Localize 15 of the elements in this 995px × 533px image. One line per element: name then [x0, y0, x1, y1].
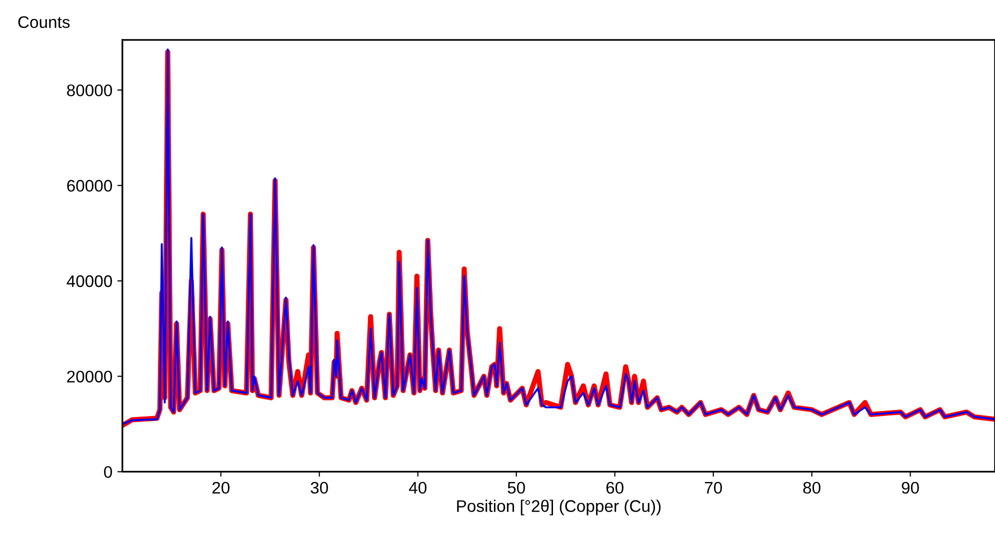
x-tick-label: 60 — [606, 482, 624, 494]
x-tick-label: 70 — [704, 482, 722, 494]
y-tick-label: 20000 — [67, 370, 112, 382]
y-tick-label: 60000 — [67, 180, 112, 192]
y-tick-label: 40000 — [66, 275, 112, 288]
x-axis-title: Position [°2θ] (Copper (Cu)) — [457, 500, 661, 516]
x-tick-label: 90 — [902, 482, 919, 494]
y-tick-label: 0 — [104, 466, 112, 478]
y-axis-title: Counts — [18, 16, 70, 28]
x-tick-label: 80 — [803, 482, 820, 494]
x-tick-label: 40 — [408, 482, 426, 494]
x-tick-label: 30 — [310, 482, 328, 494]
y-tick-label: 80000 — [67, 84, 112, 96]
x-tick-label: 20 — [212, 482, 230, 494]
x-tick-label: 50 — [508, 482, 525, 494]
